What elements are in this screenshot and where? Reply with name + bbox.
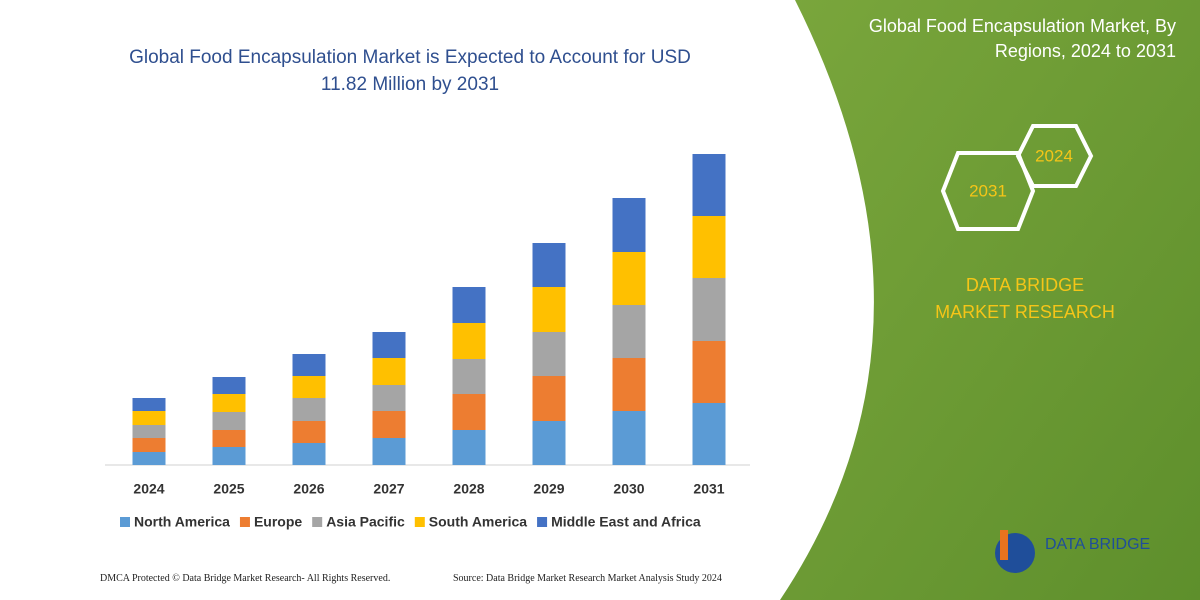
x-tick-label: 2026 [293, 481, 324, 497]
bar-segment [292, 354, 326, 376]
bar-segment [292, 376, 326, 398]
legend-label: Europe [254, 514, 302, 530]
bar-segment [692, 278, 726, 341]
logo-text: DATA BRIDGE [1045, 536, 1150, 553]
bar-segment [532, 332, 566, 376]
bar-segment [212, 394, 246, 412]
bar-segment [692, 341, 726, 403]
legend-swatch [120, 517, 130, 527]
hexagon-label: 2024 [1035, 146, 1073, 165]
bar-segment [212, 430, 246, 447]
bar-segment [292, 398, 326, 421]
bar-segment [132, 425, 166, 438]
bar-segment [692, 403, 726, 465]
legend-label: South America [429, 514, 527, 530]
panel-title: Global Food Encapsulation Market, By Reg… [868, 16, 1176, 61]
legend-swatch [414, 517, 425, 527]
bar-segment [292, 421, 326, 443]
legend-swatch [312, 517, 323, 527]
bar-segment [372, 332, 406, 358]
bar-segment [292, 443, 326, 465]
hexagon [1015, 124, 1094, 188]
bar-segment [452, 394, 486, 430]
bar-segment [212, 377, 246, 394]
bar-segment [532, 287, 566, 332]
bar-segment [132, 411, 166, 425]
bar-segment [612, 358, 646, 411]
footer-left: DMCA Protected © Data Bridge Market Rese… [100, 573, 391, 584]
bar-segment [372, 385, 406, 411]
bar-segment [212, 447, 246, 465]
bar-segment [452, 359, 486, 394]
logo-mark [1000, 530, 1008, 560]
bar-segment [132, 398, 166, 411]
bar-segment [612, 252, 646, 305]
bar-segment [132, 438, 166, 452]
x-tick-label: 2027 [373, 481, 404, 497]
green-panel [780, 0, 1200, 600]
bar-segment [452, 287, 486, 323]
brand: DATA BRIDGE MARKET RESEARCH [935, 275, 1115, 322]
x-tick-label: 2030 [613, 481, 644, 497]
x-tick-label: 2028 [453, 481, 484, 497]
bar-segment [372, 411, 406, 438]
bar-segment [612, 305, 646, 358]
hexagon-label: 2031 [969, 181, 1007, 200]
legend-label: Asia Pacific [326, 514, 405, 530]
bar-segment [532, 376, 566, 421]
x-tick-label: 2024 [133, 481, 164, 497]
bar-segment [612, 198, 646, 252]
bar-segment [372, 358, 406, 385]
bar-segment [372, 438, 406, 465]
bar-segment [212, 412, 246, 430]
bar-segment [132, 452, 166, 465]
bar-segment [692, 216, 726, 278]
bar-segment [452, 430, 486, 465]
x-tick-label: 2025 [213, 481, 244, 497]
legend-label: Middle East and Africa [551, 514, 701, 530]
legend-swatch [239, 517, 250, 527]
bar-segment [692, 154, 726, 216]
x-tick-label: 2029 [533, 481, 564, 497]
x-tick-label: 2031 [693, 481, 724, 497]
legend-swatch [537, 517, 548, 527]
legend-label: North America [134, 514, 230, 530]
bar-segment [532, 243, 566, 287]
footer-right: Source: Data Bridge Market Research Mark… [453, 573, 722, 584]
bar-segment [452, 323, 486, 359]
chart-title: Global Food Encapsulation Market is Expe… [129, 47, 691, 95]
bar-segment [532, 421, 566, 465]
bar-segment [612, 411, 646, 465]
